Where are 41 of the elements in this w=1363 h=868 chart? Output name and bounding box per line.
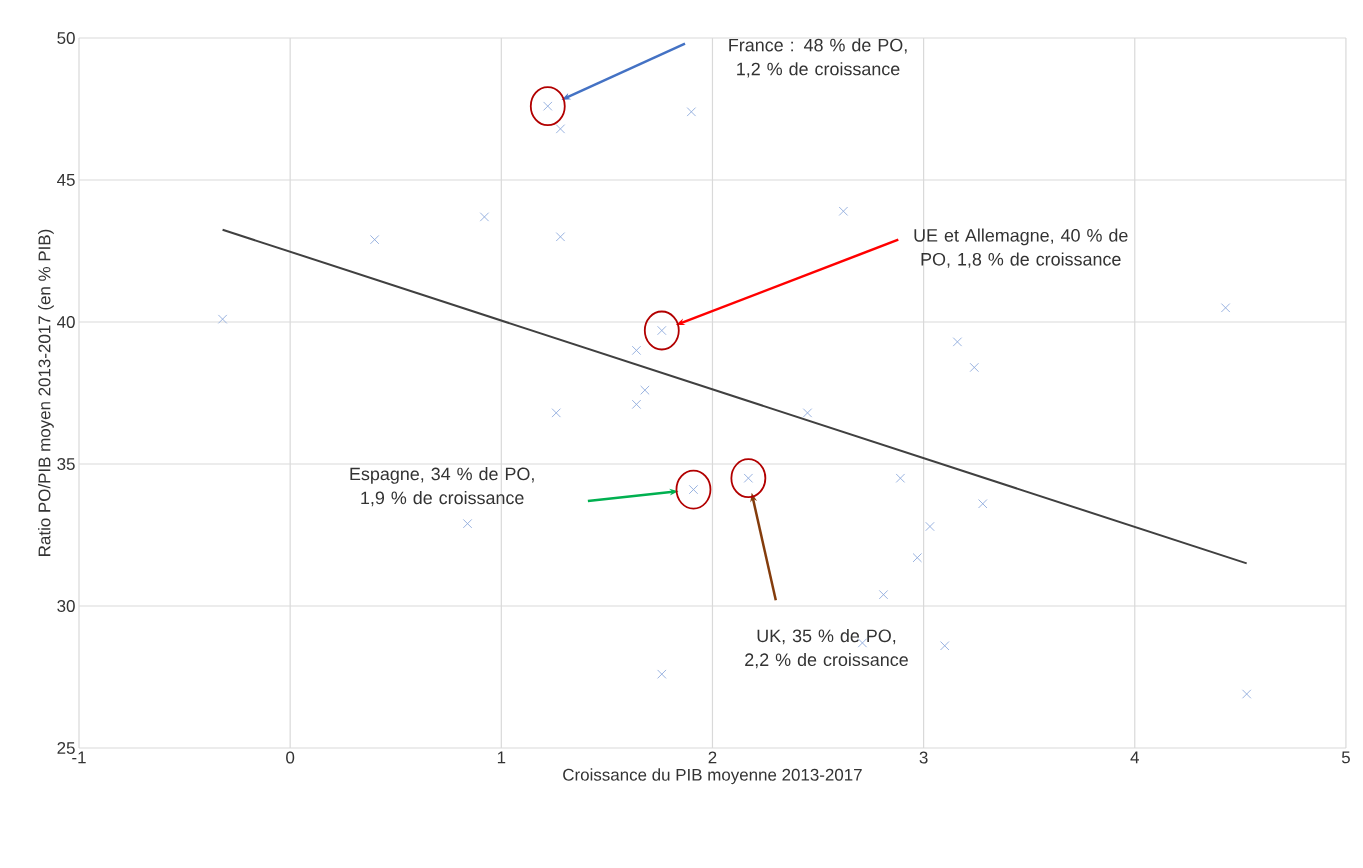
x-tick-label: 3 xyxy=(919,751,928,764)
point xyxy=(631,345,642,356)
point xyxy=(838,206,849,216)
point xyxy=(952,337,963,347)
point xyxy=(555,124,566,134)
point xyxy=(217,314,228,324)
point xyxy=(369,234,380,245)
annotation: UE et Allemagne, 40 % de PO, 1,8 % de croissance xyxy=(914,228,1128,268)
x-tick-label: 0 xyxy=(286,751,295,764)
point xyxy=(912,553,922,563)
point xyxy=(1220,303,1231,313)
point xyxy=(895,473,906,483)
x-tick-label: 1 xyxy=(497,751,506,764)
point xyxy=(631,399,642,410)
point xyxy=(555,232,566,242)
y-tick-label: 40 xyxy=(57,316,75,328)
point xyxy=(462,518,473,529)
x-tick-label: 4 xyxy=(1130,751,1139,764)
x-axis-title: Croissance du PIB moyenne 2013-2017 xyxy=(563,768,862,785)
point xyxy=(978,499,988,509)
y-tick-label: 35 xyxy=(57,458,75,470)
annotation: Espagne, 34 % de PO, 1,9 % de croissance xyxy=(350,467,534,507)
y-tick-label: 45 xyxy=(57,174,75,186)
y-axis-title: Ratio PO/PIB moyen 2013-2017 (en % PIB) xyxy=(38,229,54,556)
point xyxy=(925,521,935,532)
point xyxy=(940,641,950,651)
point xyxy=(802,408,813,418)
point xyxy=(640,385,650,395)
x-tick-label: 5 xyxy=(1341,751,1350,764)
point xyxy=(1242,689,1252,699)
annotation: UK, 35 % de PO, 2,2 % de croissance xyxy=(745,628,908,669)
point xyxy=(479,212,490,222)
y-tick-label: 50 xyxy=(57,31,75,44)
point xyxy=(686,107,697,117)
point xyxy=(551,408,561,418)
y-tick-label: 30 xyxy=(57,600,75,612)
point xyxy=(878,589,889,600)
point xyxy=(657,669,667,679)
point xyxy=(969,362,979,373)
annotation: France : 48 % de PO, 1,2 % de croissance xyxy=(729,38,907,78)
x-tick-label: 2 xyxy=(708,751,717,764)
